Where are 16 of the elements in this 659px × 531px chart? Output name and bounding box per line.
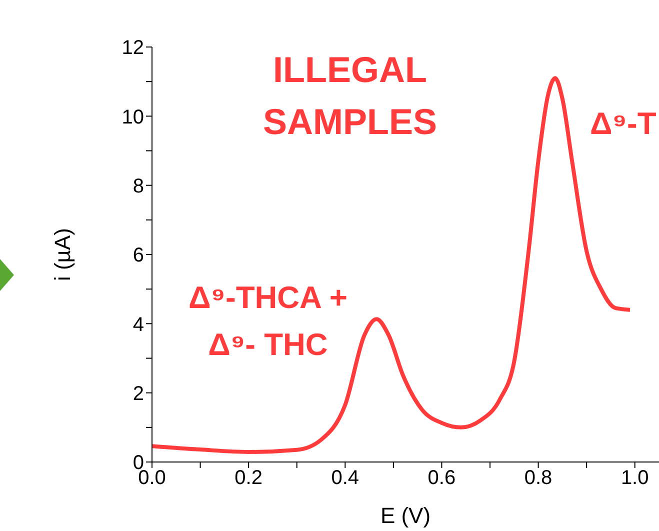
x-tick-label: 0.4: [331, 467, 360, 490]
y-tick-label: 2: [132, 382, 144, 405]
annotation: Δ⁹-THCA + Δ⁹- THC: [188, 280, 348, 362]
y-tick-label: 6: [132, 244, 144, 267]
annotation: Δ⁹-T: [590, 106, 656, 141]
y-tick-label: 4: [132, 314, 144, 336]
x-tick-label: 1.0: [620, 467, 649, 490]
x-axis-title: E (V): [380, 503, 431, 528]
y-tick-label: 12: [122, 37, 144, 60]
y-axis-title: i (µA): [50, 228, 75, 282]
x-tick-label: 0.8: [524, 467, 552, 490]
y-tick-label: 8: [132, 175, 144, 198]
x-tick-label: 0.6: [428, 467, 456, 490]
annotation: ILLEGAL SAMPLES: [262, 49, 438, 142]
y-tick-label: 10: [122, 106, 144, 128]
x-tick-label: 0.2: [234, 467, 262, 490]
